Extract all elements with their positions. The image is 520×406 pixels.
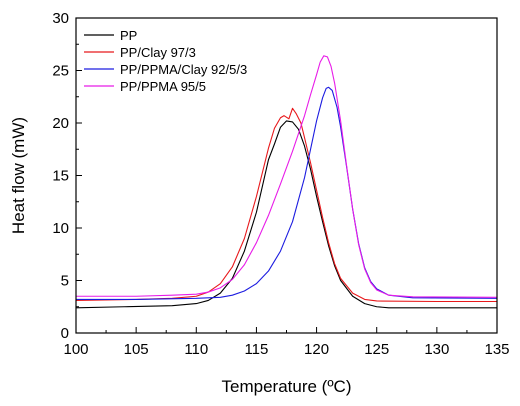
legend-label-3: PP/PPMA/Clay 92/5/3 bbox=[120, 62, 247, 77]
x-tick-label: 105 bbox=[124, 341, 149, 358]
y-tick-label: 30 bbox=[52, 10, 69, 27]
plot-series-group bbox=[75, 55, 498, 309]
legend-label-1: PP bbox=[120, 28, 137, 43]
y-tick-label: 20 bbox=[52, 115, 69, 132]
y-axis-title: Heat flow (mW) bbox=[9, 117, 28, 234]
y-tick-label: 10 bbox=[52, 220, 69, 237]
y-tick-label: 5 bbox=[61, 273, 69, 290]
series-line-3 bbox=[76, 86, 498, 300]
x-tick-label: 130 bbox=[424, 341, 449, 358]
series-line-2 bbox=[75, 107, 497, 303]
series-line-4 bbox=[76, 55, 498, 298]
axis-ticks-group bbox=[75, 17, 498, 334]
y-tick-label: 25 bbox=[52, 63, 69, 80]
legend-label-2: PP/Clay 97/3 bbox=[120, 45, 196, 60]
series-line-1 bbox=[75, 120, 497, 309]
x-axis-title: Temperature (ºC) bbox=[222, 377, 352, 396]
tick-labels-group: 100 105 110 115 120 125 130 135 0 5 10 15 20 25 30 bbox=[52, 10, 509, 358]
x-tick-label: 120 bbox=[304, 341, 329, 358]
legend-label-4: PP/PPMA 95/5 bbox=[120, 79, 206, 94]
x-tick-label: 125 bbox=[364, 341, 389, 358]
x-tick-label: 135 bbox=[484, 341, 509, 358]
x-tick-label: 110 bbox=[184, 341, 208, 358]
x-tick-label: 115 bbox=[244, 341, 268, 358]
x-tick-label: 100 bbox=[63, 341, 88, 358]
y-tick-label: 0 bbox=[61, 325, 69, 342]
y-tick-label: 15 bbox=[52, 168, 69, 185]
legend: PP PP/Clay 97/3 PP/PPMA/Clay 92/5/3 PP/PPMA… bbox=[84, 28, 247, 94]
